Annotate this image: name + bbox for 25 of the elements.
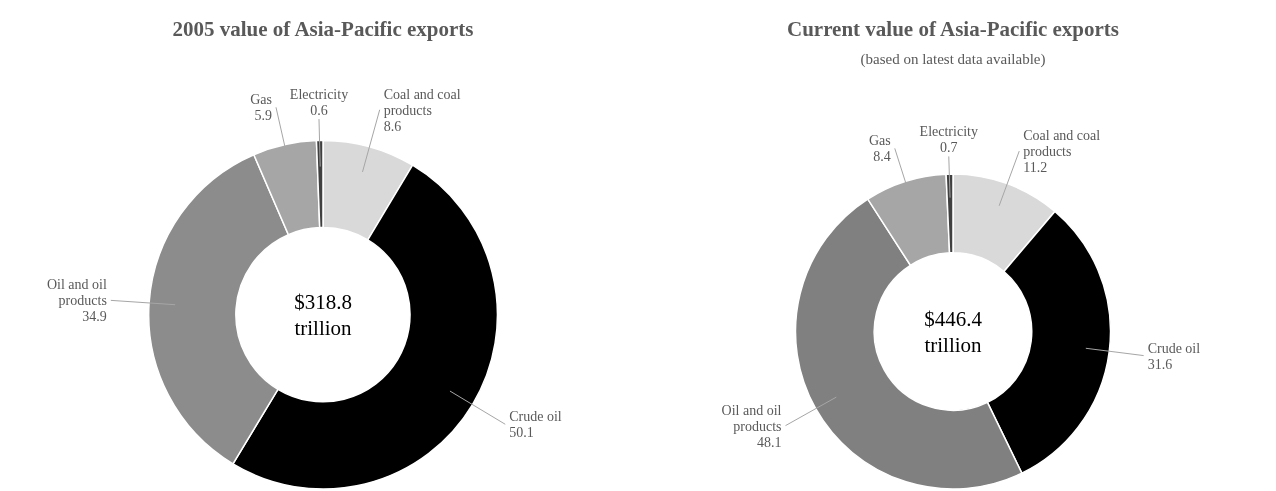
data-label: 0.6: [310, 103, 328, 119]
slice-label: Oil and oil products: [721, 402, 782, 434]
data-label: 48.1: [757, 434, 782, 450]
data-label: 8.4: [873, 149, 891, 165]
slice-label: Crude oil: [509, 409, 562, 425]
data-label: 50.1: [509, 425, 534, 441]
slice-label: Electricity: [289, 87, 349, 103]
slice-label: Gas: [250, 92, 273, 108]
chart-title: Current value of Asia-Pacific exports: [786, 17, 1120, 41]
slice-label: Coal and coal products: [383, 86, 461, 118]
text: $318.8 trillion: [294, 289, 353, 340]
data-label: 8.6: [383, 118, 402, 134]
data-label: 5.9: [254, 108, 273, 124]
data-label: 0.7: [940, 140, 958, 156]
slice-label: Gas: [868, 133, 891, 149]
chart-subtitle: (based on latest data available): [860, 51, 1046, 68]
slice-label: Oil and oil products: [46, 277, 107, 309]
data-label: 11.2: [1023, 160, 1048, 176]
slice-label: Crude oil: [1147, 340, 1201, 356]
chart-title: 2005 value of Asia-Pacific exports: [172, 17, 474, 41]
data-label: 34.9: [82, 309, 107, 325]
slice-label: Coal and coal products: [1023, 128, 1101, 160]
data-label: 31.6: [1147, 356, 1173, 372]
text: $446.4 trillion: [924, 306, 983, 357]
slice-label: Electricity: [919, 124, 978, 140]
